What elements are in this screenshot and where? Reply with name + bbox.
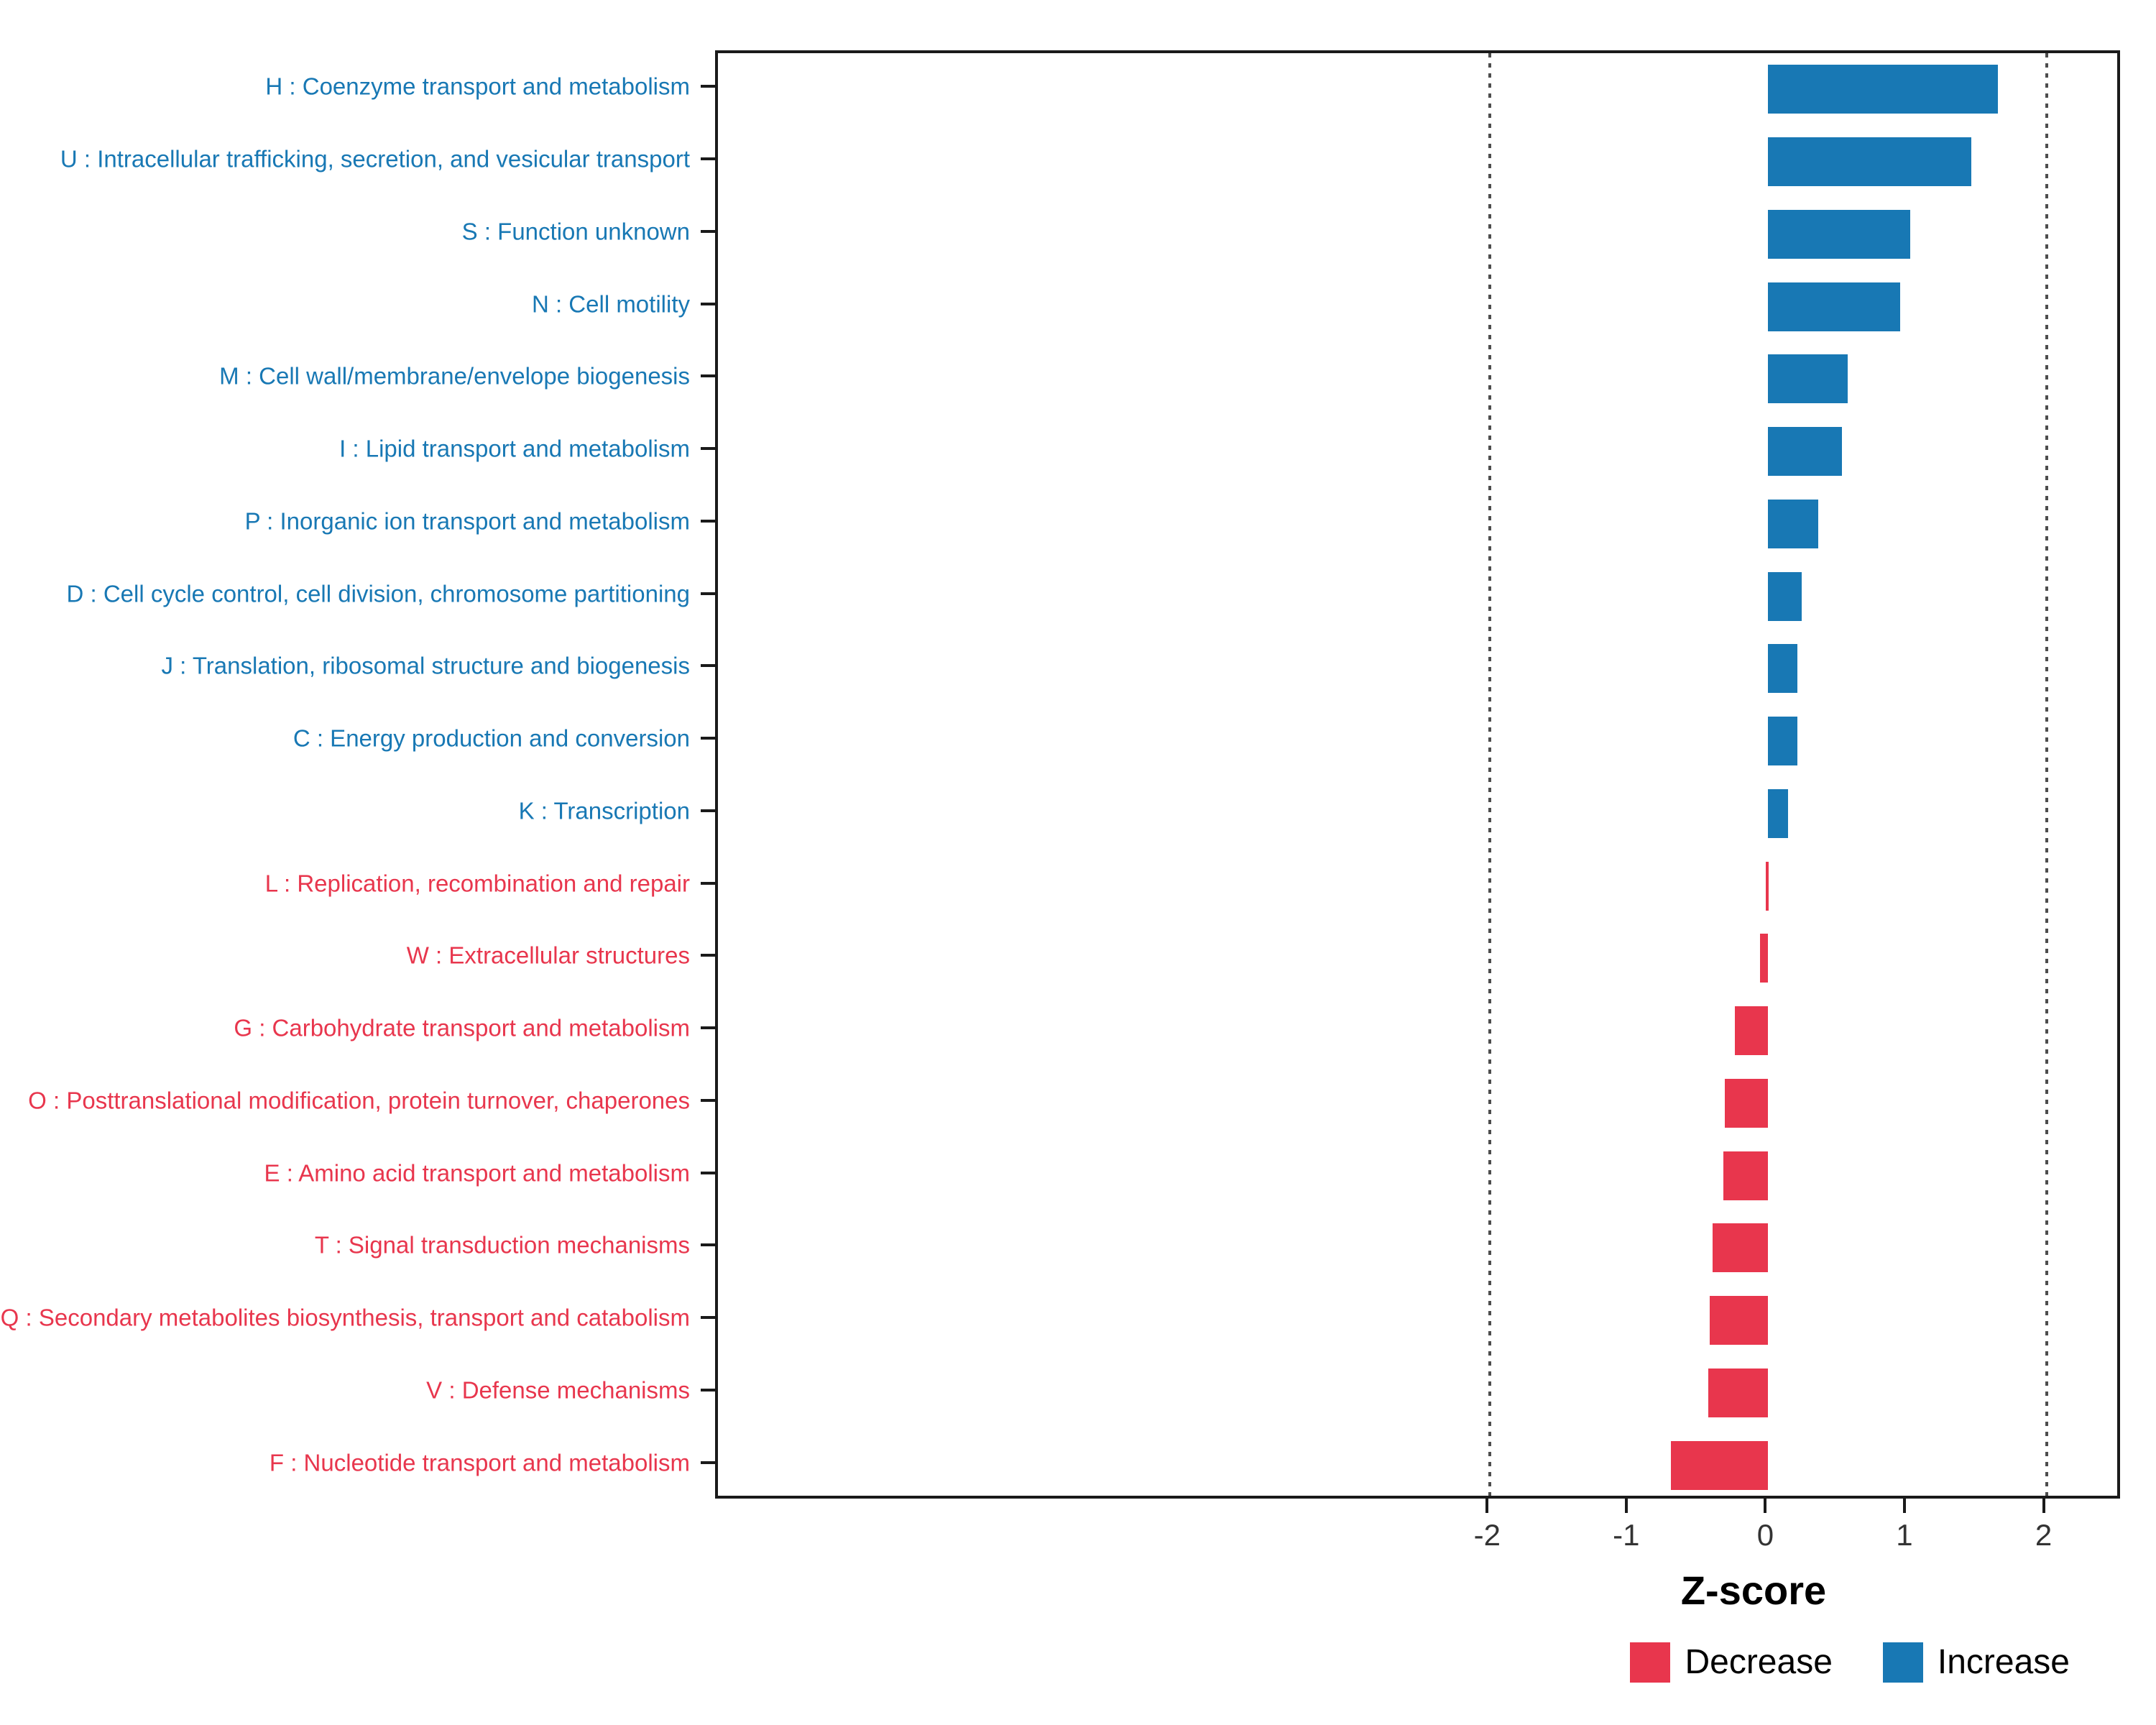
bar xyxy=(1768,571,1802,621)
bar xyxy=(1768,354,1848,404)
legend-item: Decrease xyxy=(1630,1642,1833,1683)
category-label: U : Intracellular trafficking, secretion… xyxy=(60,145,690,172)
bar xyxy=(1768,644,1798,694)
y-tick xyxy=(701,1460,715,1464)
category-label: Q : Secondary metabolites biosynthesis, … xyxy=(0,1304,690,1331)
y-tick xyxy=(701,1388,715,1392)
y-tick xyxy=(701,519,715,523)
x-tick xyxy=(2042,1499,2045,1513)
x-tick xyxy=(1485,1499,1489,1513)
category-label: P : Inorganic ion transport and metaboli… xyxy=(244,507,690,535)
category-label: C : Energy production and conversion xyxy=(292,724,690,752)
y-tick xyxy=(701,954,715,957)
reference-line xyxy=(1488,53,1492,1496)
y-tick xyxy=(701,592,715,595)
bar xyxy=(1712,1223,1769,1273)
y-tick xyxy=(701,881,715,885)
y-tick xyxy=(701,737,715,740)
x-tick xyxy=(1902,1499,1906,1513)
category-label: J : Translation, ribosomal structure and… xyxy=(161,652,690,679)
y-tick xyxy=(701,1026,715,1030)
category-label: D : Cell cycle control, cell division, c… xyxy=(66,580,690,607)
bar xyxy=(1768,137,1971,187)
bar xyxy=(1768,282,1901,331)
category-label: H : Coenzyme transport and metabolism xyxy=(265,73,690,100)
category-label: W : Extracellular structures xyxy=(406,942,690,969)
x-tick xyxy=(1764,1499,1767,1513)
y-tick xyxy=(701,1316,715,1320)
x-tick-label: -2 xyxy=(1473,1518,1501,1552)
x-tick-label: 1 xyxy=(1896,1518,1913,1552)
bar xyxy=(1734,1006,1769,1056)
y-tick xyxy=(701,1098,715,1102)
category-label: F : Nucleotide transport and metabolism xyxy=(269,1449,690,1476)
bar xyxy=(1768,427,1842,477)
category-label: O : Posttranslational modification, prot… xyxy=(28,1087,690,1114)
x-axis-title: Z-score xyxy=(1680,1568,1827,1613)
legend-item: Increase xyxy=(1882,1642,2070,1683)
y-tick xyxy=(701,85,715,88)
x-tick-label: 2 xyxy=(2035,1518,2053,1552)
plot-panel xyxy=(715,50,2120,1499)
category-label: N : Cell motility xyxy=(531,290,690,318)
bar xyxy=(1768,209,1910,259)
y-tick xyxy=(701,229,715,233)
bar xyxy=(1759,934,1769,983)
category-label: E : Amino acid transport and metabolism xyxy=(264,1159,690,1187)
legend: Decrease Increase xyxy=(1630,1642,2070,1683)
category-label: L : Replication, recombination and repai… xyxy=(264,870,690,897)
bar xyxy=(1765,861,1769,911)
y-axis-labels: H : Coenzyme transport and metabolism U :… xyxy=(0,50,690,1499)
y-tick xyxy=(701,1171,715,1174)
bar xyxy=(1768,499,1819,548)
category-label: K : Transcription xyxy=(518,797,690,824)
bar xyxy=(1670,1440,1769,1490)
legend-label: Increase xyxy=(1937,1643,2070,1681)
category-label: T : Signal transduction mechanisms xyxy=(314,1231,690,1259)
legend-swatch xyxy=(1882,1642,1923,1683)
category-label: M : Cell wall/membrane/envelope biogenes… xyxy=(219,362,690,390)
bar xyxy=(1710,1296,1769,1346)
bar xyxy=(1768,65,1998,114)
x-tick-label: -1 xyxy=(1613,1518,1640,1552)
y-tick xyxy=(701,302,715,305)
category-label: V : Defense mechanisms xyxy=(426,1376,690,1404)
x-tick xyxy=(1624,1499,1628,1513)
reference-line xyxy=(2045,53,2048,1496)
y-tick xyxy=(701,664,715,668)
bar xyxy=(1725,1078,1769,1128)
category-label: G : Carbohydrate transport and metabolis… xyxy=(234,1014,690,1041)
category-label: S : Function unknown xyxy=(461,218,690,245)
y-tick xyxy=(701,374,715,378)
y-tick xyxy=(701,1243,715,1247)
legend-label: Decrease xyxy=(1685,1643,1833,1681)
y-tick xyxy=(701,809,715,812)
bar xyxy=(1708,1368,1769,1417)
bar xyxy=(1768,788,1788,838)
y-tick xyxy=(701,447,715,451)
bar xyxy=(1768,717,1798,766)
x-tick-label: 0 xyxy=(1756,1518,1774,1552)
bar xyxy=(1723,1151,1769,1200)
category-label: I : Lipid transport and metabolism xyxy=(339,435,690,462)
y-tick xyxy=(701,157,715,161)
legend-swatch xyxy=(1630,1642,1671,1683)
